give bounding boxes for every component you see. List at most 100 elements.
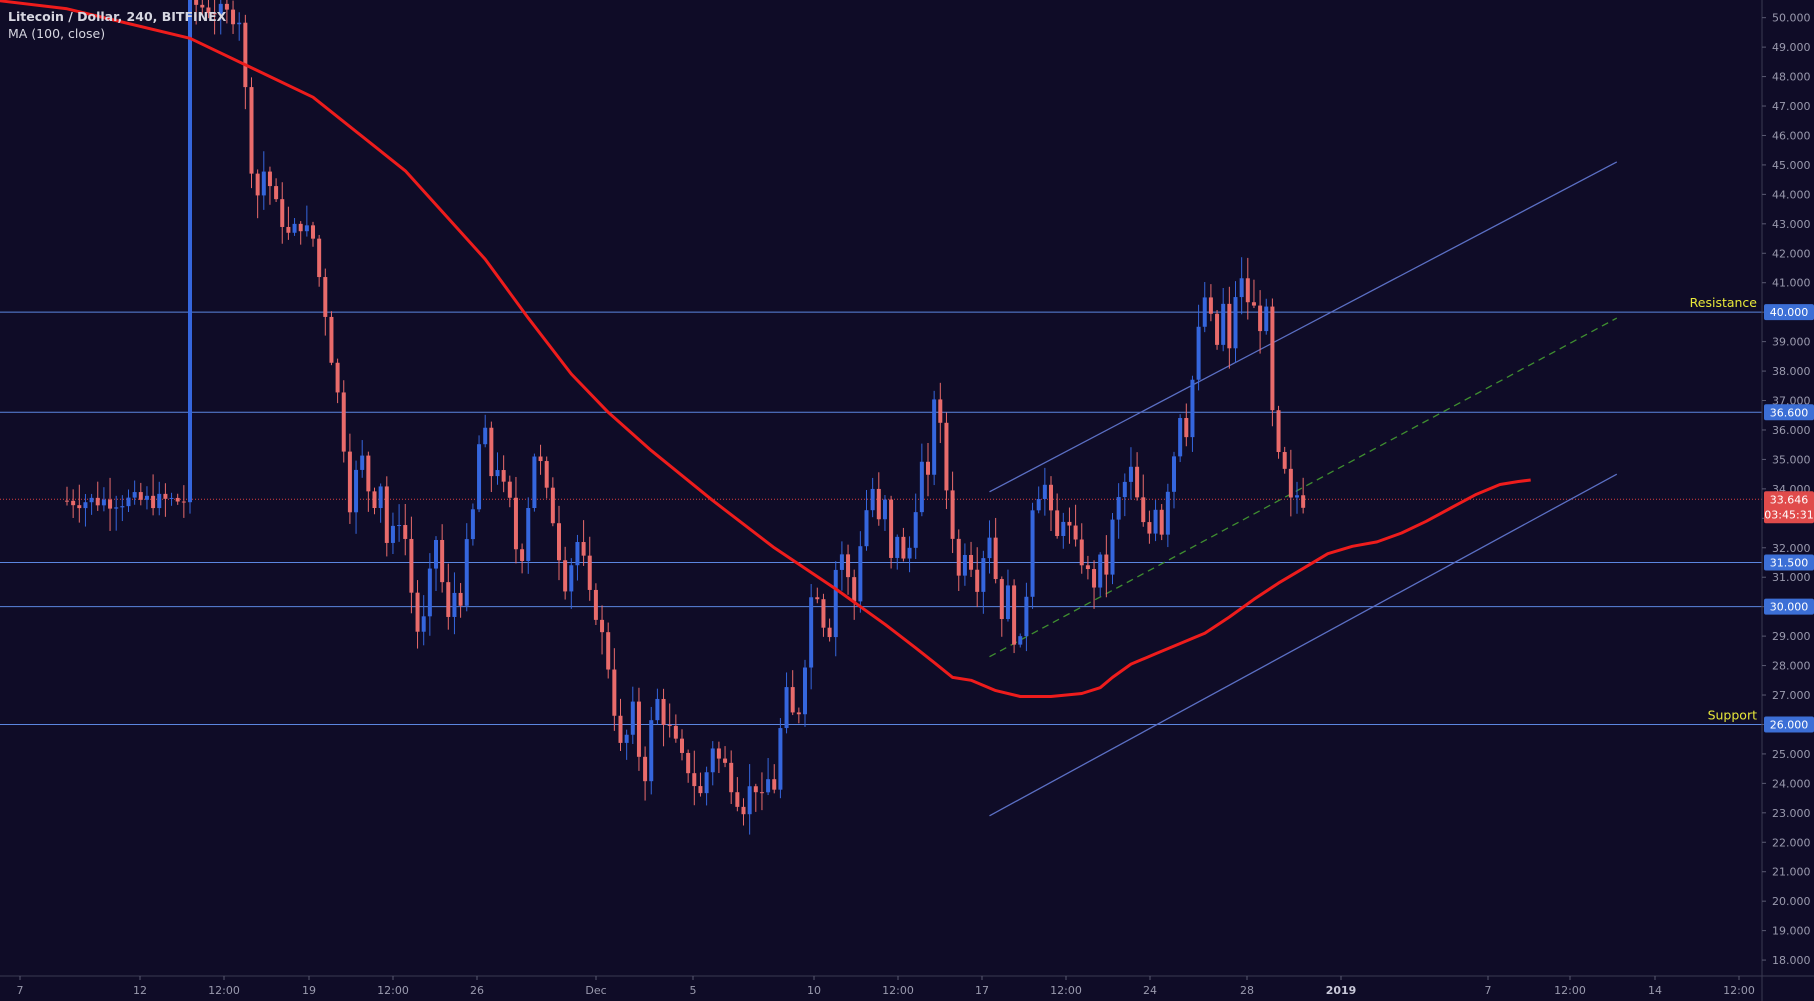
price-tick-label: 48.000 (1772, 71, 1811, 84)
candle-body (778, 728, 783, 790)
price-tick-label: 25.000 (1772, 748, 1811, 761)
level-price-badge (1764, 304, 1814, 321)
candle-body (1190, 379, 1195, 438)
candle-body (987, 537, 992, 559)
level-price-badge-label: 36.600 (1770, 406, 1809, 419)
time-tick-label: 5 (690, 984, 697, 997)
level-price-badge (1764, 404, 1814, 421)
candle-body (249, 87, 254, 174)
candle-body (1128, 466, 1133, 482)
candle-body (1049, 484, 1053, 511)
level-price-badge-label: 40.000 (1770, 306, 1809, 319)
candle-body (200, 4, 205, 8)
candle-body (138, 492, 143, 500)
candle-body (126, 497, 131, 507)
candle-body (181, 501, 186, 503)
candle-body (1301, 495, 1306, 508)
candle-body (1073, 525, 1078, 540)
candle-body (919, 461, 924, 513)
candle-body (667, 724, 672, 726)
candle-body (723, 758, 728, 763)
time-tick-label: 26 (470, 984, 484, 997)
candle-body (932, 399, 937, 475)
candle-body (372, 491, 377, 509)
trendline-channel-mid-dashed (989, 317, 1618, 658)
candle-body (889, 499, 894, 558)
time-tick-label: 2019 (1326, 984, 1357, 997)
candle-body (403, 525, 408, 539)
candle-body (261, 171, 266, 196)
price-tick-label: 39.000 (1772, 336, 1811, 349)
candle-body (71, 500, 76, 506)
candle-body (255, 173, 260, 196)
candle-body (538, 456, 543, 462)
candle-body (1098, 554, 1103, 588)
candle-body (526, 508, 531, 561)
candle-body (938, 399, 943, 423)
candle-body (1061, 521, 1066, 537)
level-price-badge (1764, 554, 1814, 571)
candle-body (864, 510, 869, 547)
candle-body (1104, 554, 1109, 575)
candle-body (446, 582, 451, 617)
candle-body (298, 223, 303, 232)
candle-body (901, 536, 906, 559)
candle-body (710, 748, 715, 773)
price-tick-label: 35.000 (1772, 453, 1811, 466)
time-tick-label: Dec (585, 984, 606, 997)
candle-body (753, 786, 758, 793)
candle-body (1165, 491, 1170, 535)
candle-body (267, 171, 272, 187)
time-tick-label: 12:00 (1723, 984, 1755, 997)
candle-body (532, 456, 537, 509)
candle-body (1258, 305, 1263, 332)
candle-body (464, 539, 469, 606)
level-price-badge (1764, 716, 1814, 733)
candle-body (766, 779, 771, 793)
candle-body (1295, 495, 1299, 498)
price-tick-label: 36.000 (1772, 424, 1811, 437)
candle-body (495, 470, 500, 477)
price-tick-label: 43.000 (1772, 218, 1811, 231)
candle-body (913, 512, 918, 548)
price-tick-label: 24.000 (1772, 777, 1811, 790)
candle-body (1153, 509, 1158, 534)
time-tick-label: 10 (807, 984, 821, 997)
candle-body (593, 589, 598, 620)
candle-body (1172, 456, 1176, 492)
candle-body (1288, 468, 1293, 498)
candle-body (390, 525, 395, 543)
level-price-badge (1764, 598, 1814, 615)
candle-body (304, 225, 309, 232)
candle-body (323, 277, 328, 317)
time-axis: 7 12 12:00 19 12:00 26 Dec 5 10 12:00 17 12:00 24 28 2… (17, 976, 1755, 997)
candle-body (741, 806, 746, 815)
candle-body (1024, 596, 1029, 637)
candle-body (427, 568, 432, 617)
candle-body (286, 226, 291, 233)
candle-body (188, 0, 192, 503)
candle-body (956, 538, 961, 576)
candle-body (630, 701, 635, 735)
candle-body (796, 712, 801, 715)
candle-body (329, 316, 334, 363)
candle-body (1042, 484, 1047, 500)
candle-body (212, 13, 217, 15)
candle-body (144, 495, 149, 500)
candle-body (224, 3, 229, 10)
price-tick-label: 31.000 (1772, 571, 1811, 584)
time-tick-label: 24 (1143, 984, 1157, 997)
candle-body (999, 579, 1004, 620)
candle-body (827, 627, 832, 638)
level-price-badge-label: 31.500 (1770, 556, 1809, 569)
candle-body (636, 701, 641, 757)
candle-body (366, 455, 371, 492)
candle-body (1055, 510, 1060, 537)
candle-body (1270, 306, 1275, 411)
plot-area: Resistance Support (0, 0, 1762, 835)
candle-body (575, 542, 580, 566)
price-tick-label: 44.000 (1772, 188, 1811, 201)
candle-body (846, 554, 851, 578)
